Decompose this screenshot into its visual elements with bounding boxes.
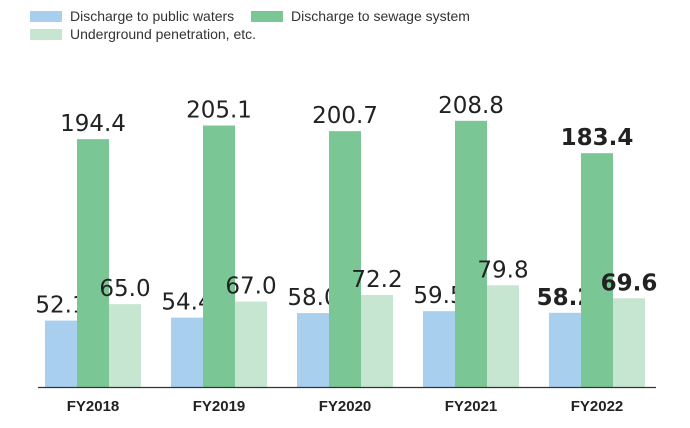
legend-swatch-public-waters <box>30 10 62 22</box>
bar-fy2019-series-2 <box>203 125 235 387</box>
bar-fy2022-series-1 <box>549 312 581 387</box>
bar-fy2020-series-2 <box>329 131 361 387</box>
legend-item-sewage-system: Discharge to sewage system <box>251 8 470 24</box>
data-label-fy2019-series-3: 67.0 <box>225 274 276 300</box>
bar-fy2018-series-2 <box>77 139 109 387</box>
bar-fy2020-series-1 <box>297 313 329 387</box>
data-label-fy2018-series-3: 65.0 <box>99 276 150 302</box>
data-label-fy2019-series-2: 205.1 <box>186 98 252 124</box>
bar-fy2021-series-3 <box>487 285 519 387</box>
data-label-fy2018-series-2: 194.4 <box>60 111 126 137</box>
bar-fy2022-series-3 <box>613 298 645 387</box>
data-label-fy2020-series-3: 72.2 <box>351 267 402 293</box>
bar-fy2021-series-2 <box>455 120 487 388</box>
data-label-fy2021-series-3: 79.8 <box>477 257 528 283</box>
x-tick-label-fy2019: FY2019 <box>193 398 246 415</box>
bar-fy2019-series-3 <box>235 301 267 387</box>
legend-item-underground: Underground penetration, etc. <box>30 26 256 42</box>
legend-swatch-sewage-system <box>251 10 283 22</box>
bar-fy2018-series-1 <box>45 320 77 387</box>
legend-item-public-waters: Discharge to public waters <box>30 8 234 24</box>
bar-fy2021-series-1 <box>423 311 455 387</box>
bar-fy2022-series-2 <box>581 153 613 387</box>
legend-label-sewage-system: Discharge to sewage system <box>291 8 470 24</box>
x-tick-label-fy2020: FY2020 <box>319 398 372 415</box>
data-label-fy2022-series-3: 69.6 <box>601 270 658 296</box>
x-tick-label-fy2018: FY2018 <box>67 398 120 415</box>
data-label-fy2021-series-2: 208.8 <box>438 93 504 119</box>
x-tick-label-fy2021: FY2021 <box>445 398 498 415</box>
legend-swatch-underground <box>30 28 62 40</box>
data-label-fy2020-series-2: 200.7 <box>312 103 378 129</box>
x-tick-label-fy2022: FY2022 <box>571 398 624 415</box>
data-label-fy2022-series-2: 183.4 <box>561 125 634 151</box>
legend-label-public-waters: Discharge to public waters <box>70 8 235 24</box>
bar-fy2020-series-3 <box>361 294 393 387</box>
legend-label-underground: Underground penetration, etc. <box>70 26 257 42</box>
bar-fy2019-series-1 <box>171 317 203 387</box>
bar-fy2018-series-3 <box>109 304 141 387</box>
legend: Discharge to public waters Discharge to … <box>0 0 690 50</box>
